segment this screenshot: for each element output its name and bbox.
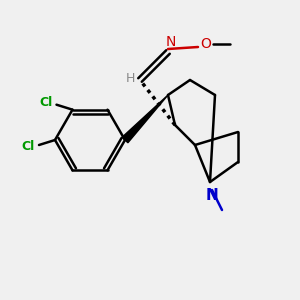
Polygon shape (122, 95, 168, 143)
Text: N: N (166, 35, 176, 49)
Text: N: N (206, 188, 218, 203)
Text: Cl: Cl (22, 140, 35, 154)
Text: Cl: Cl (39, 96, 52, 109)
Text: H: H (125, 71, 135, 85)
Text: O: O (201, 37, 212, 51)
